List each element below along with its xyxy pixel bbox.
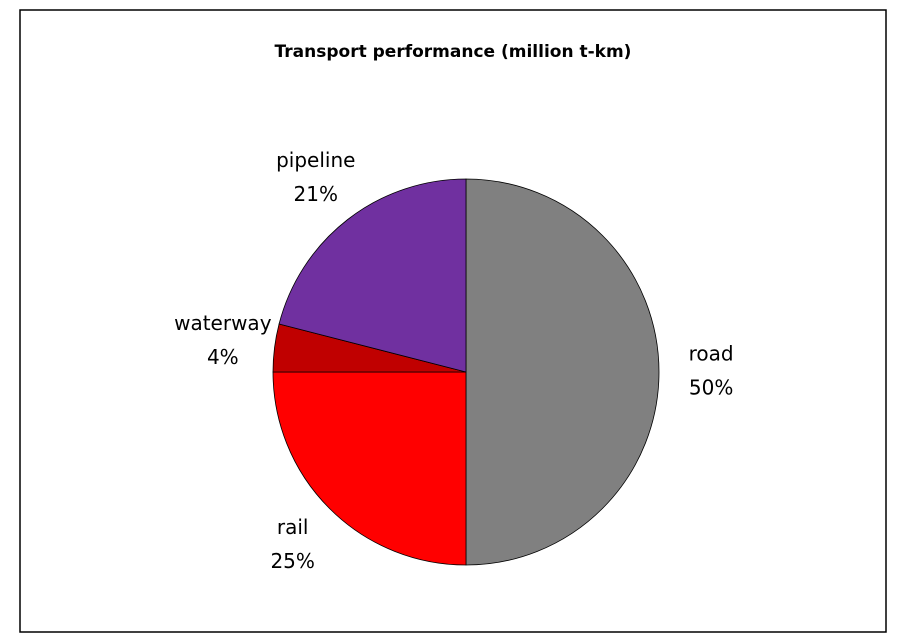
- slice-value-label: 4%: [207, 345, 239, 369]
- pie-slice: [272, 371, 467, 566]
- slice-label: waterway: [174, 311, 272, 335]
- slice-value-label: 21%: [294, 182, 338, 206]
- slice-label: rail: [277, 515, 309, 539]
- slice-label: road: [689, 342, 734, 366]
- slice-label: pipeline: [276, 148, 355, 172]
- chart-title: Transport performance (million t-km): [275, 42, 632, 62]
- pie-slice: [465, 178, 660, 566]
- slice-value-label: 25%: [270, 549, 314, 573]
- pie-slice: [278, 178, 467, 373]
- slice-value-label: 50%: [689, 376, 733, 400]
